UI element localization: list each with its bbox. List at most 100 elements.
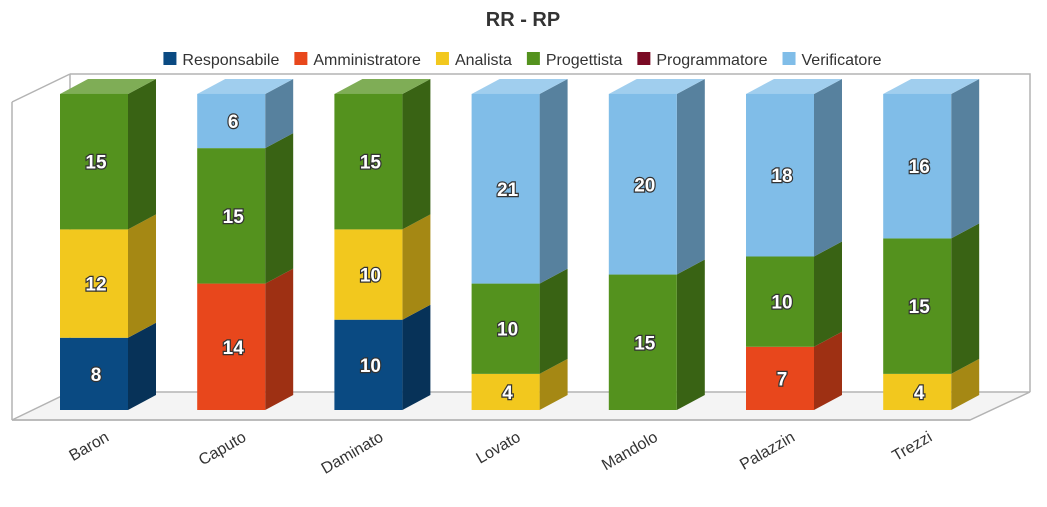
x-tick-label-daminato: Daminato (319, 429, 387, 478)
legend-label-amministratore: Amministratore (313, 52, 421, 69)
bar-side-face (539, 268, 568, 374)
data-label-daminato-analista: 10 (360, 266, 381, 287)
legend-item-verificatore: Verificatore (782, 52, 882, 69)
bar-front-face (197, 148, 266, 284)
bar-side-face (951, 223, 980, 374)
legend-swatch-verificatore (782, 52, 796, 65)
bar-segment-palazzin-amministratore: 7 (746, 331, 842, 410)
legend-swatch-amministratore (294, 52, 308, 65)
x-tick-label-baron: Baron (67, 429, 112, 465)
data-label-daminato-progettista: 15 (360, 153, 382, 174)
back-wall-border (70, 73, 1031, 392)
bar-stack-caputo: 14 15 6 (197, 78, 294, 410)
data-label-baron-progettista: 15 (85, 153, 107, 174)
x-axis-tick-labels: Baron Caputo Daminato Lovato Mandolo Palazzin… (67, 429, 936, 478)
bar-segment-lovato-verificatore: 21 (471, 78, 568, 284)
data-label-lovato-analista: 4 (502, 383, 513, 404)
legend-label-analista: Analista (455, 52, 512, 69)
legend-item-analista: Analista (435, 52, 512, 69)
x-tick-label-palazzin: Palazzin (737, 429, 798, 474)
bar-side-face (951, 78, 980, 239)
bar-side-face (402, 304, 431, 410)
bar-segment-daminato-progettista: 15 (334, 78, 431, 230)
bar-top-face (608, 78, 705, 94)
legend-label-progettista: Progettista (546, 52, 623, 69)
bar-side-face (814, 331, 842, 410)
bar-segment-palazzin-verificatore: 18 (746, 78, 842, 257)
bar-top-face (197, 78, 294, 94)
legend-swatch-analista (435, 52, 449, 65)
bar-segment-caputo-amministratore: 14 (197, 268, 294, 410)
data-label-baron-analista: 12 (85, 275, 106, 296)
bar-stack-baron: 8 12 15 (60, 78, 156, 410)
bar-front-face (883, 93, 952, 239)
bar-segment-caputo-verificatore: 6 (197, 78, 294, 149)
bar-segment-daminato-responsabile: 10 (334, 304, 431, 410)
data-label-trezzi-verificatore: 16 (909, 157, 930, 178)
legend-swatch-programmatore (637, 52, 651, 65)
data-label-lovato-progettista: 10 (497, 320, 518, 341)
bar-front-face (197, 93, 266, 149)
bar-side-face (128, 322, 156, 410)
bar-front-face (334, 93, 403, 230)
bar-front-face (471, 283, 540, 374)
legend-item-responsabile: Responsabile (163, 52, 279, 69)
data-label-mandolo-progettista: 15 (634, 333, 656, 354)
bar-segment-trezzi-analista: 4 (883, 358, 980, 410)
bar-segment-mandolo-verificatore: 20 (608, 78, 705, 275)
bar-front-face (746, 256, 814, 347)
bar-front-face (608, 93, 677, 275)
data-label-mandolo-verificatore: 20 (634, 175, 655, 196)
bar-side-face (265, 268, 294, 410)
bar-side-face (265, 78, 294, 149)
bar-front-face (746, 93, 814, 257)
x-tick-label-lovato: Lovato (473, 429, 523, 468)
legend-item-programmatore: Programmatore (637, 52, 768, 69)
bar-side-face (676, 78, 705, 275)
legend-swatch-responsabile (163, 52, 177, 65)
bar-side-face (676, 259, 705, 410)
bar-side-face (128, 78, 156, 230)
bar-segment-lovato-analista: 4 (471, 358, 568, 410)
bar-top-face (60, 78, 156, 94)
data-label-palazzin-verificatore: 18 (771, 166, 792, 187)
bar-segment-daminato-analista: 10 (334, 214, 431, 320)
bar-top-face (883, 78, 980, 94)
bar-front-face (197, 283, 266, 410)
bar-side-face (951, 358, 980, 410)
x-tick-label-mandolo: Mandolo (599, 429, 661, 474)
bar-front-face (334, 319, 403, 410)
data-label-baron-responsabile: 8 (91, 365, 102, 386)
bar-side-face (402, 78, 431, 230)
data-label-daminato-responsabile: 10 (360, 356, 381, 377)
bar-front-face (883, 238, 952, 374)
data-label-lovato-verificatore: 21 (497, 180, 519, 201)
bar-segment-baron-responsabile: 8 (60, 322, 156, 410)
legend-label-programmatore: Programmatore (656, 52, 767, 69)
data-label-trezzi-analista: 4 (914, 383, 925, 404)
bar-front-face (471, 373, 540, 410)
bar-front-face (60, 337, 128, 410)
data-label-palazzin-amministratore: 7 (777, 369, 788, 390)
bar-front-face (471, 93, 540, 284)
bar-front-face (60, 93, 128, 230)
wall-top-left-edge (11, 73, 71, 103)
bar-stack-palazzin: 7 10 18 (746, 78, 842, 410)
bar-front-face (334, 229, 403, 320)
bar-segment-trezzi-verificatore: 16 (883, 78, 980, 239)
bar-segment-mandolo-progettista: 15 (608, 259, 705, 410)
data-label-caputo-verificatore: 6 (228, 112, 239, 133)
bar-segment-baron-analista: 12 (60, 214, 156, 338)
data-label-caputo-progettista: 15 (223, 207, 245, 228)
legend-label-responsabile: Responsabile (182, 52, 279, 69)
bar-side-face (539, 358, 568, 410)
bar-side-face (539, 78, 568, 284)
bar-top-face (334, 78, 431, 94)
bar-front-face (883, 373, 952, 410)
bar-front-face (608, 274, 677, 410)
x-tick-label-trezzi: Trezzi (889, 429, 935, 465)
x-tick-label-caputo: Caputo (196, 429, 249, 470)
